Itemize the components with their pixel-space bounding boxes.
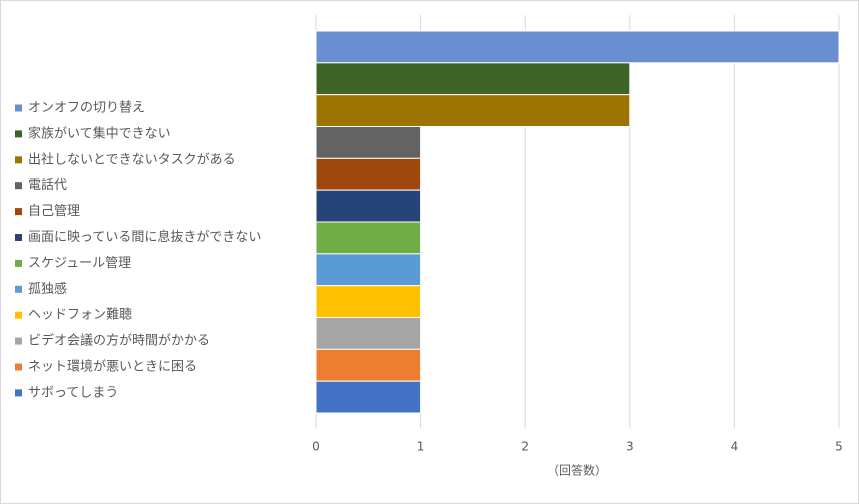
legend-swatch <box>15 363 22 371</box>
bar <box>315 285 422 318</box>
bar <box>315 157 422 191</box>
legend-text: 画面に映っている間に息抜きができない <box>28 229 261 245</box>
bar <box>315 189 422 223</box>
legend-swatch <box>15 337 22 345</box>
bar <box>315 348 422 382</box>
bar <box>315 221 422 255</box>
x-axis-title: （回答数） <box>547 463 607 478</box>
legend-text: 出社しないとできないタスクがある <box>28 151 236 167</box>
legend-text: ビデオ会議の方が時間がかかる <box>28 333 210 349</box>
x-tick-label: 3 <box>626 440 634 454</box>
legend-text: ネット環境が悪いときに困る <box>28 360 197 375</box>
legend-swatch <box>15 234 22 241</box>
bar <box>315 317 422 350</box>
bar <box>315 94 631 127</box>
legend-text: 電話代 <box>28 177 67 193</box>
bar <box>315 253 422 287</box>
legend-text: 孤独感 <box>28 281 67 297</box>
legend-text: 家族がいて集中できない <box>28 125 171 141</box>
bar <box>315 30 840 64</box>
legend-swatch <box>15 285 22 293</box>
legend-text: サボってしまう <box>28 385 118 400</box>
x-tick-label: 5 <box>835 440 843 454</box>
legend-swatch <box>15 156 22 164</box>
legend-text: オンオフの切り替え <box>28 101 145 116</box>
legend-text: ヘッドフォン難聴 <box>28 308 132 323</box>
legend-swatch <box>15 208 22 216</box>
x-tick-label: 2 <box>521 440 529 454</box>
bar <box>315 126 422 159</box>
legend-text: スケジュール管理 <box>28 256 131 271</box>
bar <box>315 62 631 96</box>
legend-swatch <box>15 130 22 138</box>
legend-swatch <box>15 311 22 319</box>
x-tick-label: 1 <box>417 440 425 454</box>
legend-swatch <box>15 259 22 267</box>
x-tick-label: 4 <box>731 440 739 454</box>
legend-swatch <box>15 389 22 397</box>
bar <box>315 380 422 414</box>
legend-text: 自己管理 <box>28 204 80 219</box>
legend-swatch <box>15 182 22 190</box>
x-tick-label: 0 <box>312 440 320 454</box>
legend-swatch <box>15 104 22 112</box>
